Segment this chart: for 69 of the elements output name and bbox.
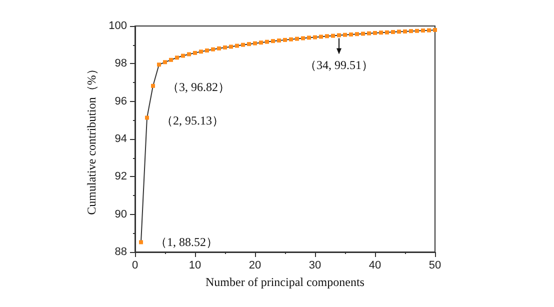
point bbox=[307, 36, 311, 40]
y-tick-label: 90 bbox=[114, 208, 127, 220]
annotation: （34, 99.51） bbox=[304, 58, 374, 72]
point bbox=[415, 28, 419, 33]
x-tick-label: 10 bbox=[188, 260, 202, 272]
point bbox=[169, 58, 173, 62]
annotation: （2, 95.13） bbox=[161, 114, 224, 128]
point bbox=[319, 34, 323, 39]
point bbox=[373, 30, 377, 35]
y-tick-label: 98 bbox=[114, 58, 127, 70]
x-axis-title: Number of principal components bbox=[206, 274, 365, 289]
point bbox=[241, 42, 245, 47]
point bbox=[325, 34, 329, 38]
point bbox=[151, 84, 155, 88]
point bbox=[349, 32, 353, 36]
y-tick-label: 88 bbox=[114, 246, 127, 258]
point bbox=[289, 37, 293, 42]
point bbox=[391, 30, 395, 34]
x-tick-label: 20 bbox=[248, 260, 262, 272]
point bbox=[181, 54, 185, 58]
point bbox=[139, 240, 143, 244]
point bbox=[145, 116, 149, 120]
y-tick-label: 92 bbox=[114, 170, 127, 183]
point bbox=[361, 32, 365, 36]
y-tick-label: 96 bbox=[114, 95, 127, 108]
point bbox=[379, 30, 383, 35]
point bbox=[343, 32, 347, 37]
x-tick-label: 40 bbox=[368, 260, 382, 272]
point bbox=[271, 39, 275, 44]
annotation: （1, 88.52） bbox=[155, 235, 218, 250]
point bbox=[313, 35, 317, 40]
point bbox=[427, 28, 431, 32]
x-tick-label: 50 bbox=[428, 260, 442, 272]
point bbox=[211, 47, 215, 52]
point bbox=[403, 29, 407, 34]
y-axis-title: Cumulative contribution（%） bbox=[84, 63, 99, 215]
point bbox=[229, 44, 233, 49]
point bbox=[223, 45, 227, 50]
point bbox=[205, 48, 209, 52]
point bbox=[367, 31, 371, 36]
point bbox=[187, 52, 191, 56]
point bbox=[433, 28, 437, 32]
point bbox=[199, 50, 203, 54]
point bbox=[217, 46, 221, 50]
point bbox=[337, 33, 341, 38]
point bbox=[283, 38, 287, 42]
point bbox=[163, 60, 167, 64]
point bbox=[355, 32, 359, 36]
point bbox=[265, 40, 269, 44]
point bbox=[421, 28, 425, 33]
point bbox=[331, 34, 335, 38]
point bbox=[157, 62, 161, 67]
annotation: （3, 96.82） bbox=[167, 80, 230, 94]
point bbox=[235, 44, 239, 48]
point bbox=[247, 42, 251, 46]
y-tick-label: 94 bbox=[114, 133, 127, 145]
point bbox=[259, 40, 263, 45]
point bbox=[409, 29, 413, 34]
point bbox=[193, 50, 197, 55]
point bbox=[397, 30, 401, 34]
point bbox=[301, 36, 305, 40]
point bbox=[295, 36, 299, 41]
y-tick-label: 100 bbox=[108, 20, 127, 32]
point bbox=[175, 56, 179, 60]
point bbox=[253, 41, 257, 46]
x-tick-label: 0 bbox=[132, 260, 138, 272]
x-tick-label: 30 bbox=[308, 260, 322, 272]
point bbox=[385, 30, 389, 34]
point bbox=[277, 38, 281, 42]
